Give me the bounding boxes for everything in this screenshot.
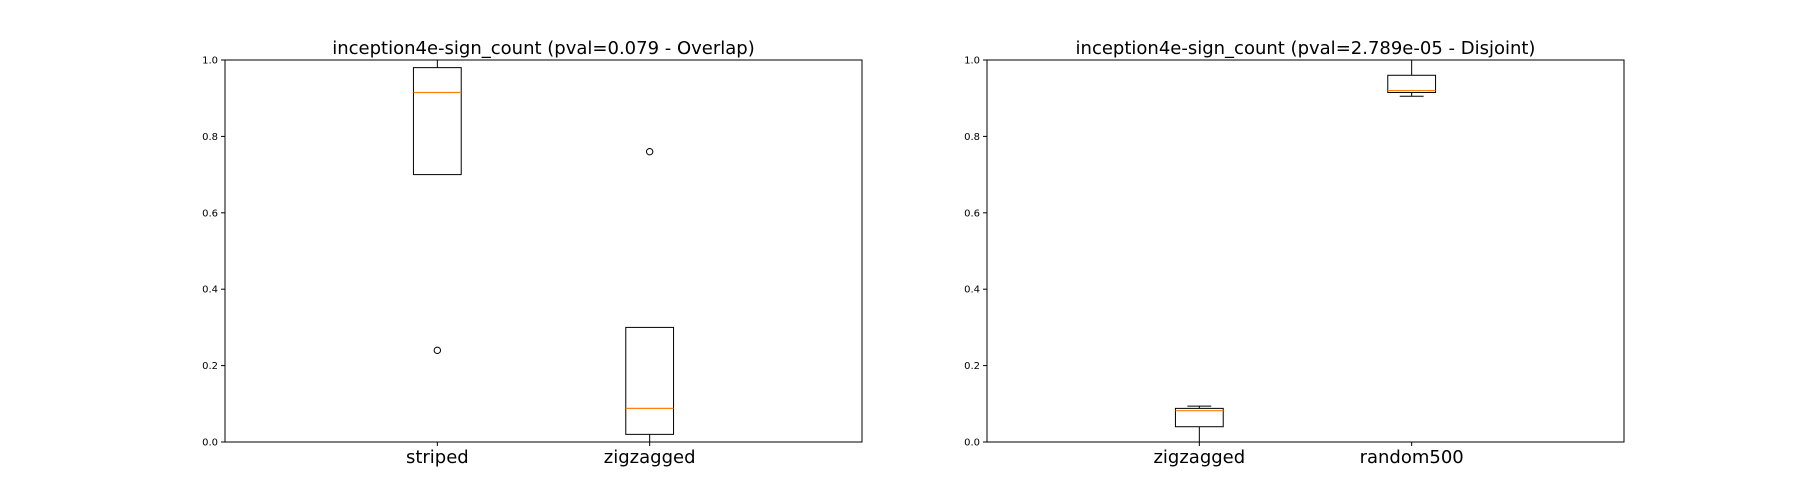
y-tick-label: 0.8 bbox=[964, 132, 980, 143]
box-random500 bbox=[1387, 59, 1437, 97]
box-zigzagged bbox=[625, 147, 675, 443]
axes-frame bbox=[224, 59, 863, 443]
outlier-point bbox=[433, 346, 442, 355]
box-body bbox=[1387, 74, 1437, 93]
box-body bbox=[625, 326, 675, 435]
x-tick-label: zigzagged bbox=[604, 447, 696, 468]
chart-title: inception4e-sign_count (pval=2.789e-05 -… bbox=[1076, 38, 1536, 59]
chart-title: inception4e-sign_count (pval=0.079 - Ove… bbox=[332, 38, 754, 59]
y-tick-label: 1.0 bbox=[964, 56, 980, 67]
axes-frame bbox=[986, 59, 1625, 443]
x-tick-label: random500 bbox=[1360, 447, 1464, 468]
y-tick-label: 0.2 bbox=[202, 361, 218, 372]
x-tick-label: zigzagged bbox=[1153, 447, 1245, 468]
box-body bbox=[412, 67, 462, 176]
box-body bbox=[1174, 407, 1224, 428]
y-tick-label: 0.0 bbox=[964, 438, 980, 449]
chart-panel-1: inception4e-sign_count (pval=0.079 - Ove… bbox=[202, 38, 863, 468]
y-tick-label: 0.6 bbox=[964, 208, 980, 219]
outlier-point bbox=[645, 147, 654, 156]
y-tick-label: 0.6 bbox=[202, 208, 218, 219]
y-tick-label: 0.4 bbox=[964, 285, 980, 296]
y-tick-label: 1.0 bbox=[202, 56, 218, 67]
box-striped bbox=[412, 59, 462, 355]
y-tick-label: 0.4 bbox=[202, 285, 218, 296]
box-zigzagged bbox=[1174, 405, 1224, 443]
x-tick-label: striped bbox=[406, 447, 469, 468]
y-tick-label: 0.0 bbox=[202, 438, 218, 449]
y-tick-label: 0.2 bbox=[964, 361, 980, 372]
chart-panel-2: inception4e-sign_count (pval=2.789e-05 -… bbox=[964, 38, 1625, 468]
y-tick-label: 0.8 bbox=[202, 132, 218, 143]
